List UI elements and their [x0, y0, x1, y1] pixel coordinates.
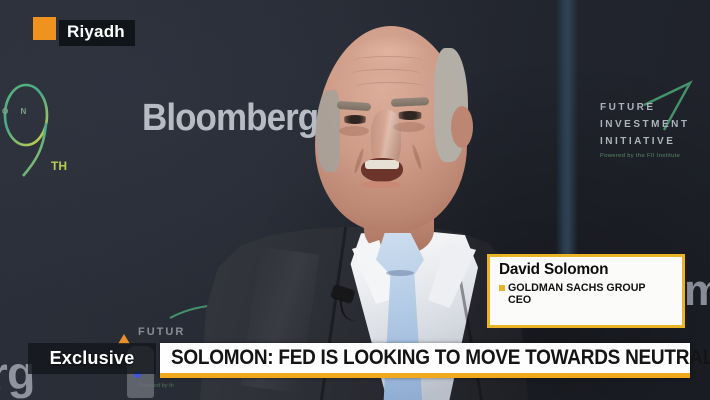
orange-triangle-icon — [118, 334, 130, 344]
fii-partial-tagline: Powered by th — [138, 382, 174, 389]
fii-9th-edition-logo: O N TH — [0, 58, 111, 193]
location-label: Riyadh — [59, 20, 135, 46]
affiliation-bullet-icon — [499, 285, 505, 291]
eye-left — [341, 115, 369, 124]
backdrop-seam — [556, 0, 578, 258]
fii-triangle-icon — [643, 80, 693, 131]
fii-logo: FUTURE INVESTMENT INITIATIVE Powered by … — [596, 76, 706, 168]
lower-lip — [361, 181, 401, 188]
bloomberg-wordmark: Bloomberg — [142, 97, 319, 139]
exclusive-label: Exclusive — [49, 348, 135, 368]
speaker-chyron: David Solomon GOLDMAN SACHS GROUP CEO — [487, 254, 685, 328]
blue-dot-icon — [134, 371, 141, 378]
fii-logo-tagline: Powered by the FII Institute — [600, 152, 681, 159]
mouth — [361, 158, 403, 182]
teeth — [365, 160, 399, 169]
ear-right — [451, 106, 473, 148]
hair-left — [316, 90, 340, 172]
forehead-wrinkle — [353, 56, 423, 66]
location-marker-icon — [33, 17, 56, 40]
fii-logo-line3: INITIATIVE — [600, 136, 676, 147]
fii-logo-line1: FUTURE — [600, 102, 656, 113]
eye-right — [395, 111, 425, 120]
forehead-wrinkle — [351, 69, 421, 79]
fii-logo-line2: INVESTMENT — [600, 119, 690, 130]
nine-logo-th-text: TH — [51, 159, 67, 173]
forehead-wrinkle — [355, 82, 425, 92]
exclusive-flag: Exclusive — [28, 343, 156, 374]
head-highlight — [339, 30, 439, 74]
speaker-role: CEO — [508, 294, 532, 306]
eye-bag-right — [393, 122, 425, 132]
nine-outline-icon: O N TH — [2, 83, 67, 177]
speaker-head — [315, 26, 473, 232]
eye-bag-left — [339, 126, 369, 136]
speaker-affiliation: GOLDMAN SACHS GROUP — [508, 282, 646, 294]
fii-partial-text: FUTUR — [138, 326, 186, 338]
headline-text: SOLOMON: FED IS LOOKING TO MOVE TOWARDS … — [171, 346, 710, 369]
location-bug: Riyadh — [33, 17, 135, 46]
headline-ticker: SOLOMON: FED IS LOOKING TO MOVE TOWARDS … — [160, 343, 710, 378]
bloomberg-wordmark-partial-right: m — [684, 266, 710, 315]
nine-logo-on-text: O N — [2, 107, 31, 116]
tie-knot-shadow — [386, 270, 414, 276]
speaker-name: David Solomon — [499, 261, 609, 278]
